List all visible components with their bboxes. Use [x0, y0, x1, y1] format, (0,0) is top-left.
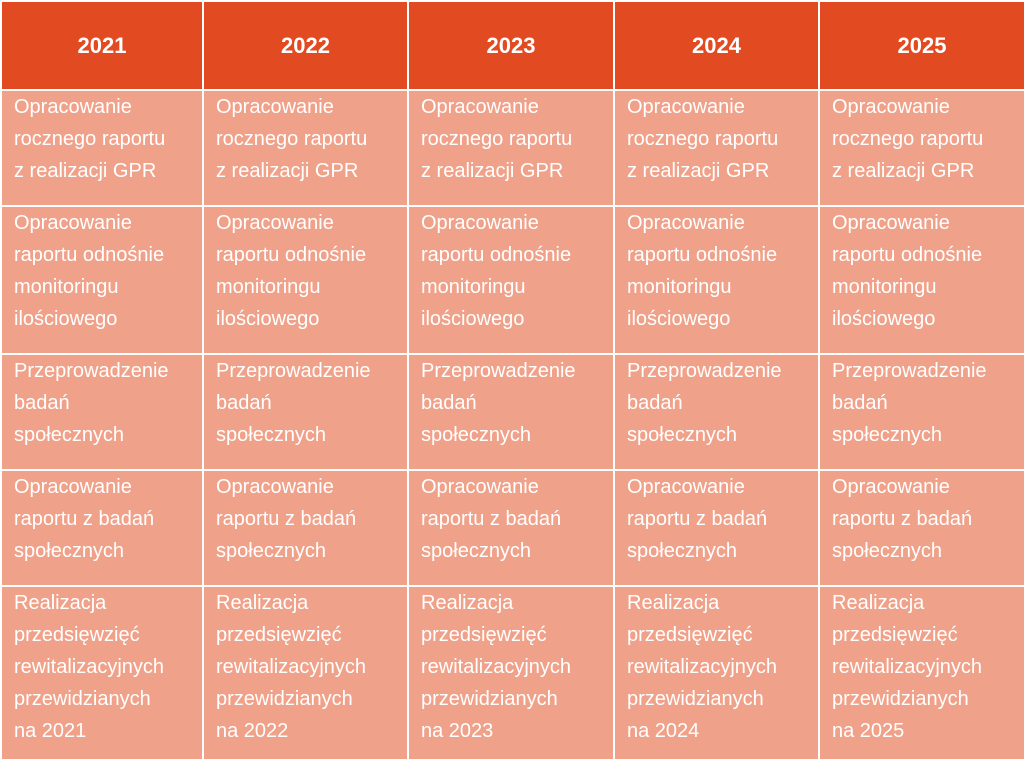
- header-year-2025: 2025: [818, 0, 1024, 91]
- table-cell: Przeprowadzenie badań społecznych: [0, 353, 204, 471]
- table-cell: Opracowanie rocznego raportu z realizacj…: [202, 89, 409, 207]
- header-year-2024: 2024: [613, 0, 820, 91]
- table-cell: Opracowanie raportu odnośnie monitoringu…: [613, 205, 820, 355]
- table-cell: Realizacja przedsięwzięć rewitalizacyjny…: [818, 585, 1024, 761]
- table-cell: Realizacja przedsięwzięć rewitalizacyjny…: [407, 585, 615, 761]
- table-cell: Opracowanie raportu z badań społecznych: [818, 469, 1024, 587]
- table-cell: Opracowanie raportu odnośnie monitoringu…: [202, 205, 409, 355]
- table-cell: Opracowanie rocznego raportu z realizacj…: [613, 89, 820, 207]
- header-year-2022: 2022: [202, 0, 409, 91]
- table-cell: Opracowanie raportu z badań społecznych: [613, 469, 820, 587]
- table-row: Realizacja przedsięwzięć rewitalizacyjny…: [0, 585, 1024, 761]
- table-cell: Opracowanie rocznego raportu z realizacj…: [407, 89, 615, 207]
- table-cell: Przeprowadzenie badań społecznych: [818, 353, 1024, 471]
- table-cell: Opracowanie raportu z badań społecznych: [202, 469, 409, 587]
- table-cell: Opracowanie rocznego raportu z realizacj…: [818, 89, 1024, 207]
- table-cell: Realizacja przedsięwzięć rewitalizacyjny…: [0, 585, 204, 761]
- table-cell: Przeprowadzenie badań społecznych: [613, 353, 820, 471]
- table-cell: Opracowanie raportu z badań społecznych: [407, 469, 615, 587]
- table-cell: Realizacja przedsięwzięć rewitalizacyjny…: [202, 585, 409, 761]
- table-row: Opracowanie raportu z badań społecznych …: [0, 469, 1024, 587]
- table-row: Opracowanie rocznego raportu z realizacj…: [0, 89, 1024, 207]
- table-cell: Opracowanie raportu odnośnie monitoringu…: [818, 205, 1024, 355]
- table-cell: Opracowanie rocznego raportu z realizacj…: [0, 89, 204, 207]
- table-cell: Opracowanie raportu odnośnie monitoringu…: [0, 205, 204, 355]
- header-row: 2021 2022 2023 2024 2025: [0, 0, 1024, 91]
- table-cell: Przeprowadzenie badań społecznych: [202, 353, 409, 471]
- header-year-2023: 2023: [407, 0, 615, 91]
- table-cell: Opracowanie raportu z badań społecznych: [0, 469, 204, 587]
- table-cell: Realizacja przedsięwzięć rewitalizacyjny…: [613, 585, 820, 761]
- table-row: Opracowanie raportu odnośnie monitoringu…: [0, 205, 1024, 355]
- table-cell: Przeprowadzenie badań społecznych: [407, 353, 615, 471]
- header-year-2021: 2021: [0, 0, 204, 91]
- table-row: Przeprowadzenie badań społecznych Przepr…: [0, 353, 1024, 471]
- table-cell: Opracowanie raportu odnośnie monitoringu…: [407, 205, 615, 355]
